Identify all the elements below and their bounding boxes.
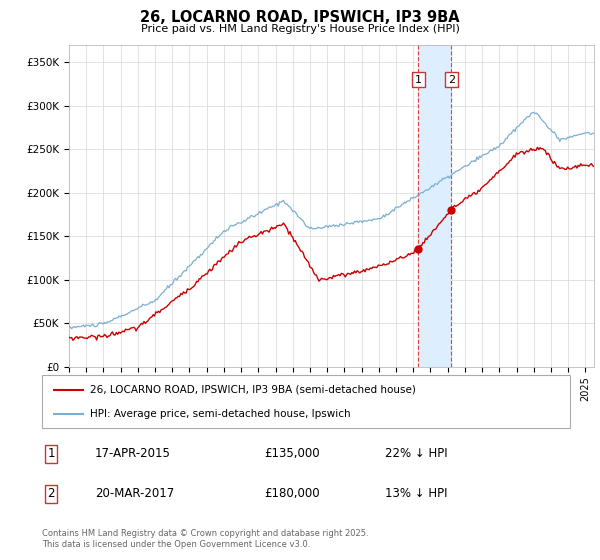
Text: 13% ↓ HPI: 13% ↓ HPI: [385, 487, 448, 500]
Text: £135,000: £135,000: [264, 447, 319, 460]
Text: 20-MAR-2017: 20-MAR-2017: [95, 487, 174, 500]
Text: 17-APR-2015: 17-APR-2015: [95, 447, 170, 460]
Text: 26, LOCARNO ROAD, IPSWICH, IP3 9BA (semi-detached house): 26, LOCARNO ROAD, IPSWICH, IP3 9BA (semi…: [89, 385, 415, 395]
Text: 22% ↓ HPI: 22% ↓ HPI: [385, 447, 448, 460]
Text: 26, LOCARNO ROAD, IPSWICH, IP3 9BA: 26, LOCARNO ROAD, IPSWICH, IP3 9BA: [140, 10, 460, 25]
Text: Price paid vs. HM Land Registry's House Price Index (HPI): Price paid vs. HM Land Registry's House …: [140, 24, 460, 34]
Text: 2: 2: [448, 74, 455, 85]
Text: 2: 2: [47, 487, 55, 500]
Text: 1: 1: [47, 447, 55, 460]
Text: 1: 1: [415, 74, 422, 85]
Text: Contains HM Land Registry data © Crown copyright and database right 2025.
This d: Contains HM Land Registry data © Crown c…: [42, 529, 368, 549]
Text: £180,000: £180,000: [264, 487, 319, 500]
FancyBboxPatch shape: [42, 375, 570, 428]
Bar: [418, 45, 451, 367]
Text: HPI: Average price, semi-detached house, Ipswich: HPI: Average price, semi-detached house,…: [89, 409, 350, 419]
